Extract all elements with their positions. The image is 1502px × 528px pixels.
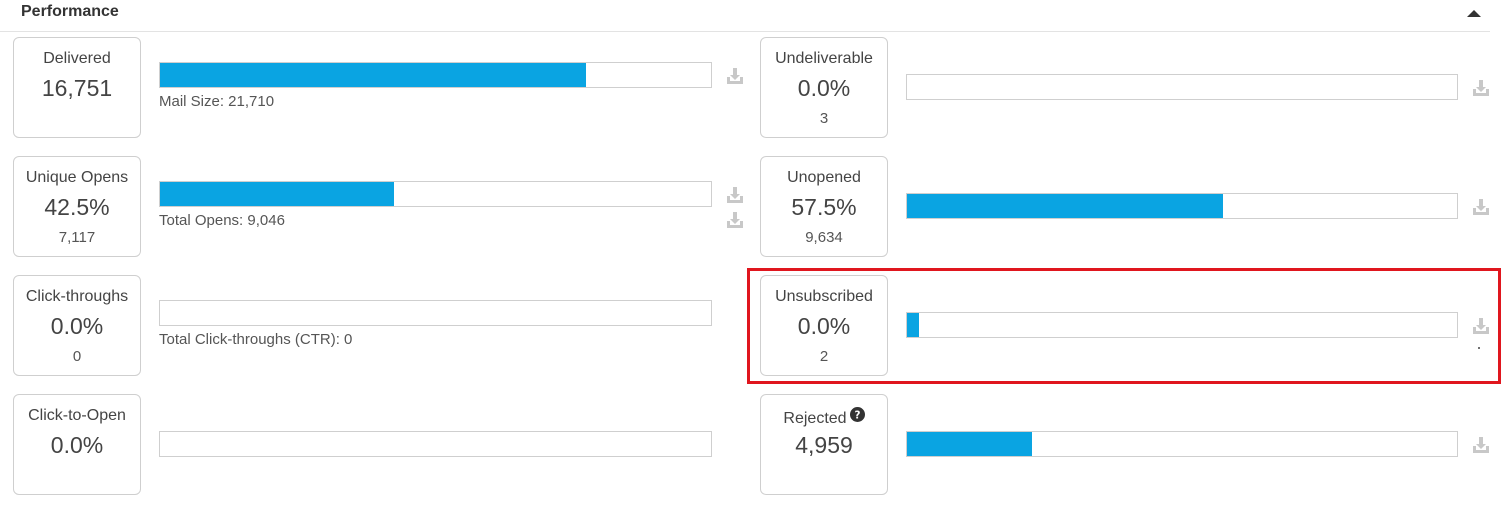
unopened-card: Unopened 57.5% 9,634 (760, 156, 888, 257)
unique-opens-value: 42.5% (44, 194, 110, 220)
undeliverable-count: 3 (819, 110, 829, 127)
click-throughs-label: Click-throughs (25, 288, 129, 305)
unique-opens-card: Unique Opens 42.5% 7,117 (13, 156, 141, 257)
caret-up-icon[interactable] (1465, 6, 1483, 18)
unique-opens-label: Unique Opens (25, 169, 129, 186)
delivered-bar-fill (160, 63, 586, 87)
download-icon[interactable] (1472, 317, 1490, 335)
rejected-value: 4,959 (795, 432, 853, 458)
unopened-value: 57.5% (791, 194, 857, 220)
unique-opens-bar (159, 181, 712, 207)
undeliverable-label: Undeliverable (775, 50, 873, 67)
undeliverable-value: 0.0% (797, 75, 851, 101)
download-icon[interactable] (1472, 436, 1490, 454)
unopened-count: 9,634 (805, 229, 843, 246)
click-throughs-caption: Total Click-throughs (CTR): 0 (159, 331, 353, 348)
click-throughs-value: 0.0% (50, 313, 104, 339)
section-title: Performance (21, 3, 119, 20)
unsubscribed-value: 0.0% (797, 313, 851, 339)
download-icon[interactable] (1472, 198, 1490, 216)
unopened-label: Unopened (787, 169, 861, 186)
unopened-bar (906, 193, 1458, 219)
download-icon[interactable] (726, 211, 744, 229)
svg-text:?: ? (854, 410, 860, 422)
delivered-caption: Mail Size: 21,710 (159, 93, 275, 110)
delivered-bar (159, 62, 712, 88)
unsubscribed-count: 2 (819, 348, 829, 365)
performance-header: Performance (0, 0, 1490, 32)
highlight-box (747, 268, 1501, 384)
undeliverable-bar (906, 74, 1458, 100)
delivered-label: Delivered (43, 50, 111, 67)
unique-opens-caption: Total Opens: 9,046 (159, 212, 285, 229)
unsubscribed-card: Unsubscribed 0.0% 2 (760, 275, 888, 376)
delivered-value: 16,751 (41, 75, 113, 101)
rejected-bar-fill (907, 432, 1033, 456)
rejected-label-row: Rejected? (761, 407, 887, 428)
rejected-card: Rejected? 4,959 (760, 394, 888, 495)
click-to-open-value: 0.0% (50, 432, 104, 458)
unsubscribed-bar (906, 312, 1458, 338)
rejected-label: Rejected (783, 410, 847, 427)
download-icon[interactable] (726, 186, 744, 204)
click-to-open-label: Click-to-Open (28, 407, 126, 424)
click-to-open-card: Click-to-Open 0.0% (13, 394, 141, 495)
undeliverable-card: Undeliverable 0.0% 3 (760, 37, 888, 138)
unique-opens-count: 7,117 (58, 229, 96, 246)
unique-opens-bar-fill (160, 182, 395, 206)
delivered-card: Delivered 16,751 (13, 37, 141, 138)
unsubscribed-label: Unsubscribed (775, 288, 873, 305)
download-icon[interactable] (726, 67, 744, 85)
click-throughs-card: Click-throughs 0.0% 0 (13, 275, 141, 376)
click-throughs-count: 0 (72, 348, 82, 365)
click-throughs-bar (159, 300, 712, 326)
unopened-bar-fill (907, 194, 1224, 218)
rejected-bar (906, 431, 1458, 457)
download-icon[interactable] (1472, 79, 1490, 97)
question-circle-icon[interactable]: ? (849, 407, 865, 427)
dot-mark (1478, 347, 1480, 349)
click-to-open-bar (159, 431, 712, 457)
unsubscribed-bar-fill (907, 313, 920, 337)
